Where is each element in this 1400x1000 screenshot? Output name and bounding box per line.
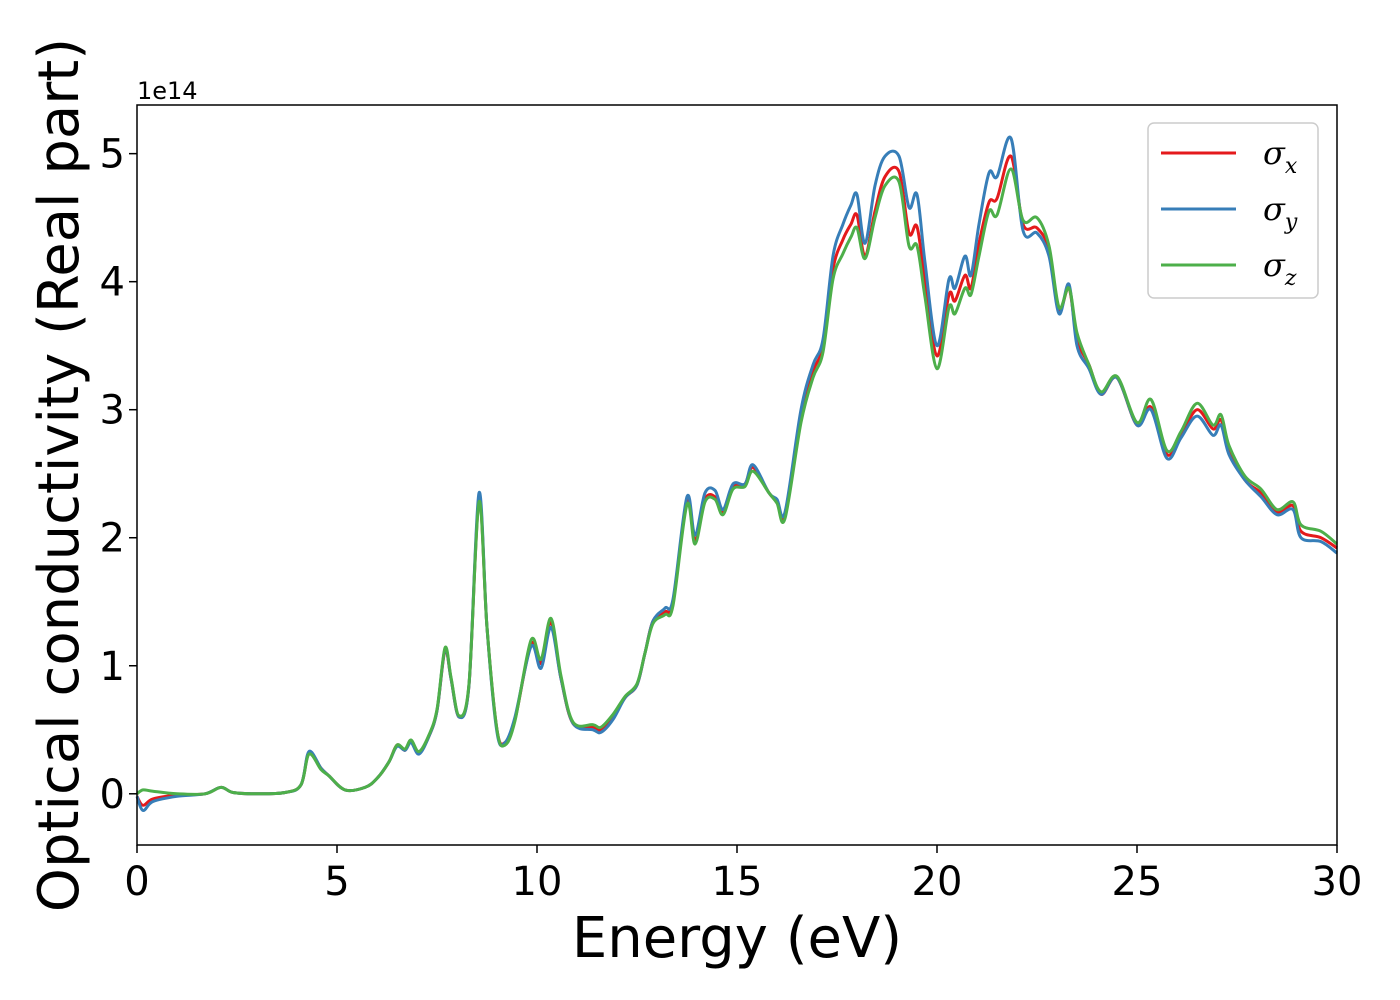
x-tick-label: 30 <box>1312 859 1363 905</box>
y-tick-label: 4 <box>100 260 125 306</box>
x-tick-label: 10 <box>512 859 563 905</box>
y-tick-label: 1 <box>100 644 125 690</box>
y-tick-label: 2 <box>100 516 125 562</box>
series-lines <box>135 135 1338 812</box>
axis-ticks: 0 5 10 15 20 25 30 0 1 2 3 4 5 <box>100 132 1363 905</box>
plot-area <box>137 105 1337 845</box>
series-line-z <box>136 167 1338 796</box>
x-tick-label: 0 <box>124 859 149 905</box>
y-offset-label: 1e14 <box>137 77 198 105</box>
x-tick-label: 25 <box>1112 859 1163 905</box>
y-tick-label: 0 <box>100 772 125 818</box>
x-axis-label: Energy (eV) <box>572 906 902 971</box>
x-tick-label: 5 <box>324 859 349 905</box>
plot-frame <box>136 104 1338 846</box>
x-tick-label: 15 <box>712 859 763 905</box>
y-axis-label: Optical conductivity (Real part) <box>27 38 92 912</box>
x-tick-label: 20 <box>912 859 963 905</box>
y-tick-label: 3 <box>100 388 125 434</box>
y-tick-label: 5 <box>100 132 125 178</box>
